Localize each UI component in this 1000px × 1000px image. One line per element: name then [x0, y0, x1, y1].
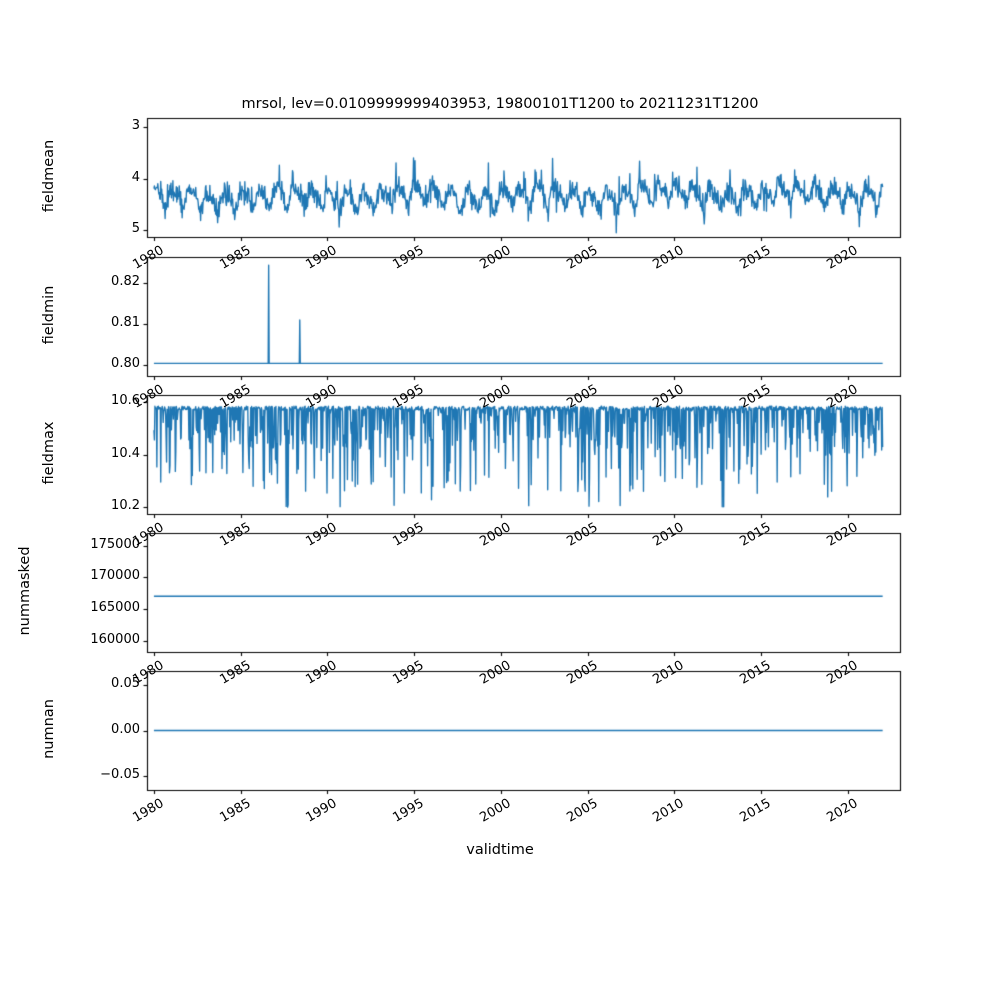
figure-title: mrsol, lev=0.0109999999403953, 19800101T…: [241, 96, 759, 112]
y-axis-label-fieldmean: fieldmean: [41, 139, 57, 212]
y-tick-label-fieldmin: 0.80: [111, 355, 140, 371]
y-axis-label-fieldmin: fieldmin: [41, 285, 57, 344]
y-tick-label-fieldmax: 10.2: [111, 498, 140, 514]
y-tick-label-numnan: 0.00: [111, 721, 140, 737]
y-tick-label-fieldmean: 4: [131, 169, 140, 185]
y-tick-label-fieldmax: 10.6: [111, 392, 140, 408]
y-tick-label-nummasked: 160000: [90, 631, 140, 647]
y-tick-label-nummasked: 175000: [90, 536, 140, 552]
y-tick-label-numnan: −0.05: [100, 766, 140, 782]
y-tick-label-fieldmean: 3: [131, 118, 140, 134]
y-tick-label-fieldmean: 5: [131, 221, 140, 237]
y-tick-label-nummasked: 165000: [90, 599, 140, 615]
y-tick-label-fieldmax: 10.4: [111, 445, 140, 461]
y-axis-label-nummasked: nummasked: [17, 545, 33, 636]
y-tick-label-numnan: 0.05: [111, 676, 140, 692]
y-axis-label-numnan: numnan: [41, 698, 57, 759]
y-tick-label-fieldmin: 0.81: [111, 315, 140, 330]
y-axis-label-fieldmax: fieldmax: [41, 421, 57, 484]
y-tick-label-fieldmin: 0.82: [111, 274, 140, 290]
y-tick-label-nummasked: 170000: [90, 568, 140, 584]
x-axis-label: validtime: [466, 842, 534, 858]
